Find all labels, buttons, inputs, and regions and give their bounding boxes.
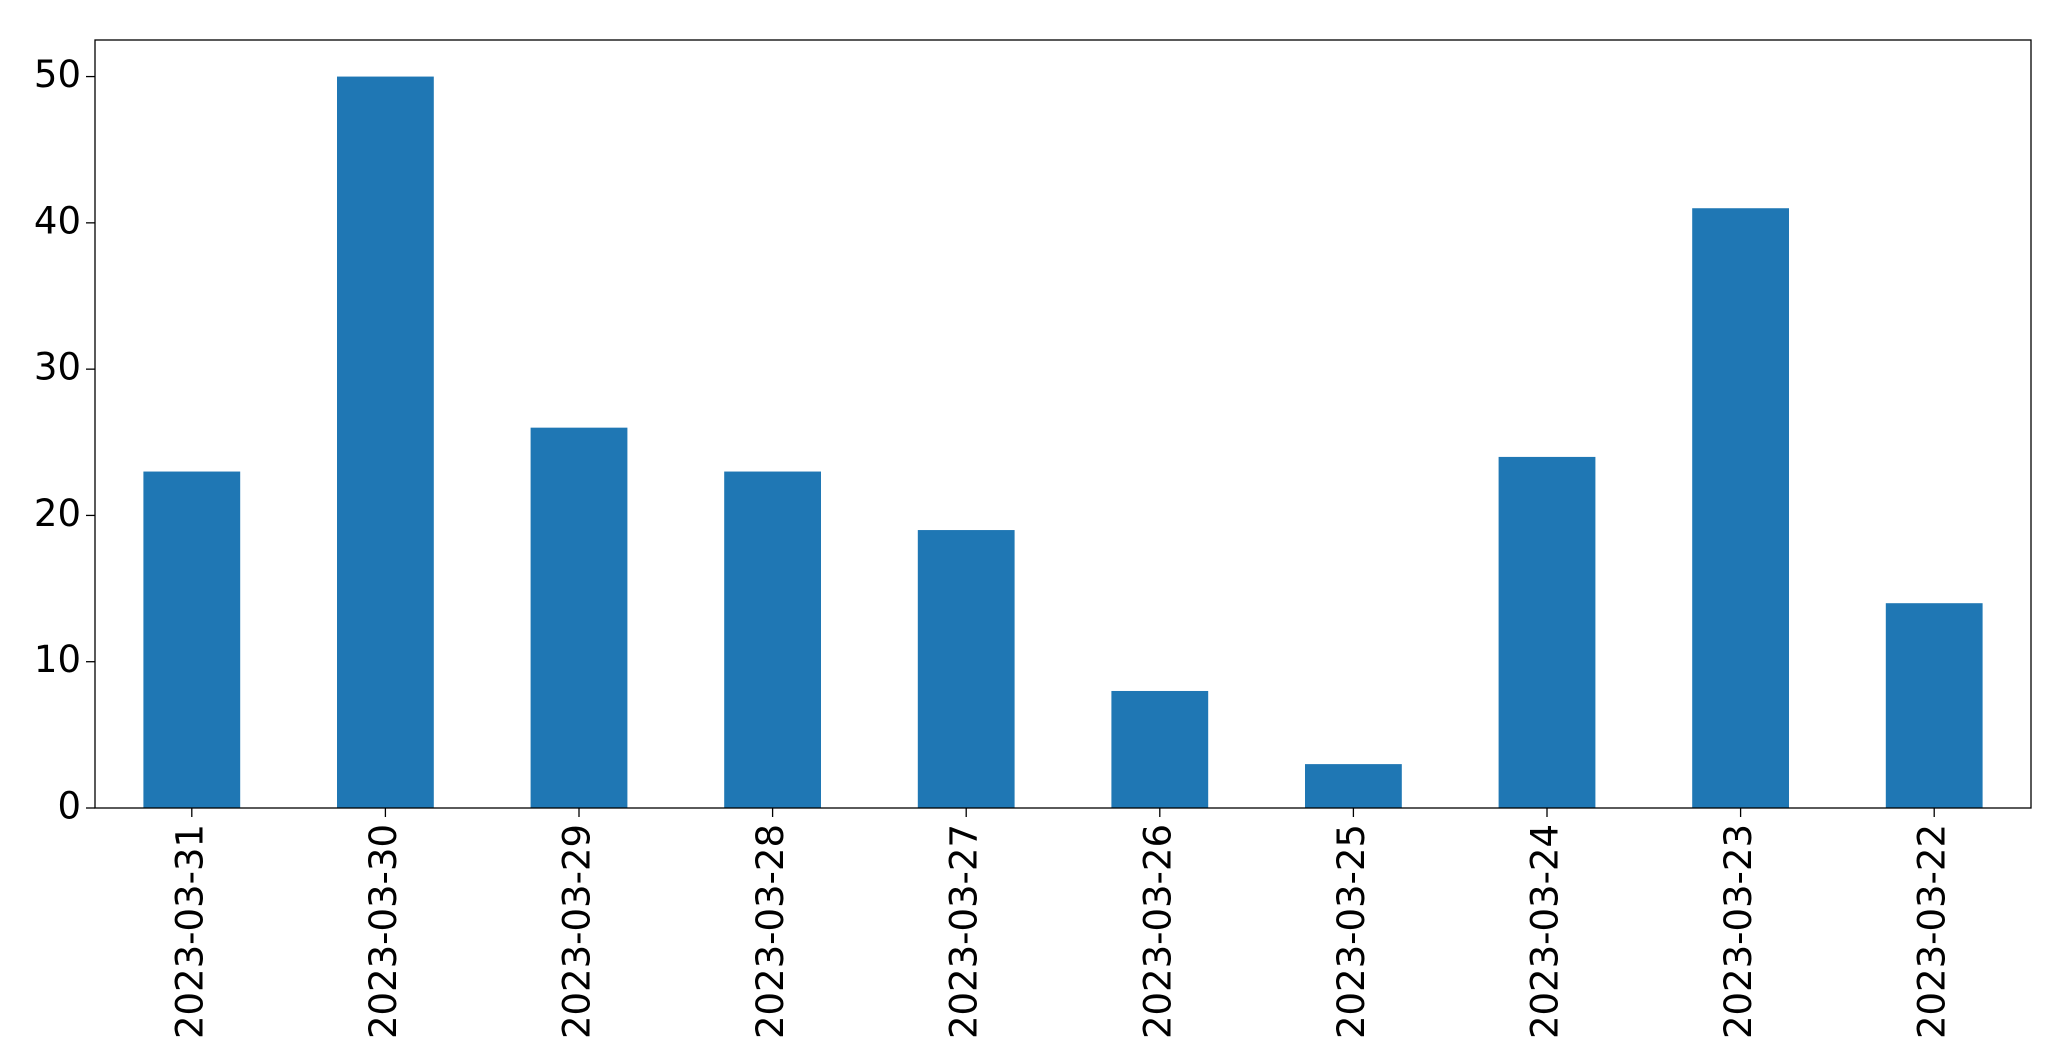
plot-frame [94,39,2032,809]
x-tick-label: 2023-03-29 [556,824,599,1039]
bar [1498,456,1596,808]
y-tick-label: 10 [34,638,81,681]
x-tick-label: 2023-03-22 [1911,824,1954,1039]
y-tick-label: 0 [57,785,81,828]
y-tick-label: 30 [34,346,81,389]
bar [724,471,821,808]
bar [530,427,628,808]
x-tick-label: 2023-03-27 [943,824,986,1039]
bar [143,471,241,808]
x-tick-label: 2023-03-26 [1136,824,1179,1039]
bar [1692,208,1789,808]
x-tick-label: 2023-03-28 [749,824,792,1039]
bar [1885,603,1983,808]
bar [337,76,434,809]
x-tick-label: 2023-03-25 [1330,824,1373,1039]
x-tick-label: 2023-03-23 [1717,824,1760,1039]
x-tick-label: 2023-03-31 [168,824,211,1039]
y-tick-label: 50 [34,53,81,96]
x-tick-label: 2023-03-24 [1524,824,1567,1039]
y-tick-label: 40 [34,199,81,242]
bar [1305,764,1402,808]
bar [917,530,1015,808]
bar [1111,690,1209,808]
y-tick-label: 20 [34,492,81,535]
x-tick-label: 2023-03-30 [362,824,405,1039]
